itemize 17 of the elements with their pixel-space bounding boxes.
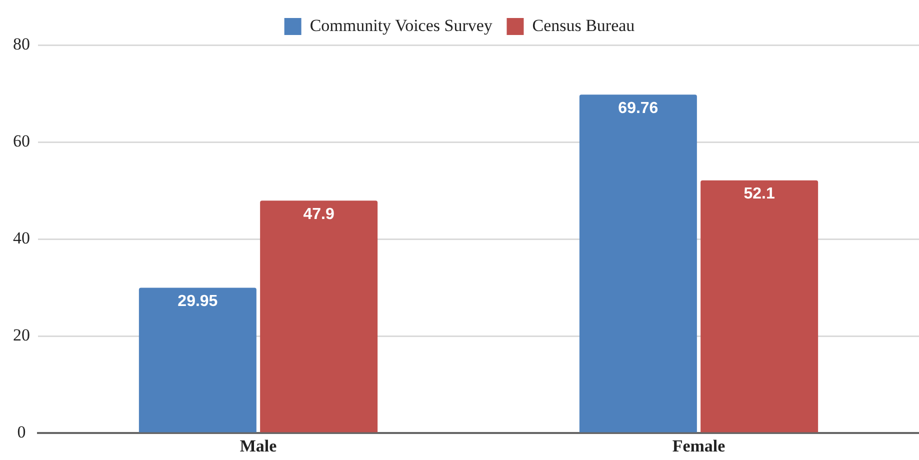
data-label: 69.76 bbox=[618, 100, 658, 118]
x-tick-label: Female bbox=[672, 436, 726, 456]
y-tick-label: 60 bbox=[13, 131, 30, 150]
y-tick-label: 0 bbox=[17, 422, 26, 442]
y-tick-label: 80 bbox=[13, 34, 30, 54]
legend-label: Community Voices Survey bbox=[310, 16, 493, 35]
bar bbox=[260, 200, 378, 432]
y-tick-label: 20 bbox=[13, 325, 30, 344]
data-label: 47.9 bbox=[303, 206, 334, 224]
legend-label: Census Bureau bbox=[532, 16, 636, 35]
bar bbox=[138, 288, 256, 432]
x-tick-label: Male bbox=[240, 436, 278, 456]
data-label: 29.95 bbox=[178, 293, 218, 310]
data-label: 52.1 bbox=[744, 186, 775, 203]
bar bbox=[579, 94, 697, 432]
y-tick-label: 40 bbox=[13, 228, 30, 248]
bar bbox=[700, 180, 818, 432]
